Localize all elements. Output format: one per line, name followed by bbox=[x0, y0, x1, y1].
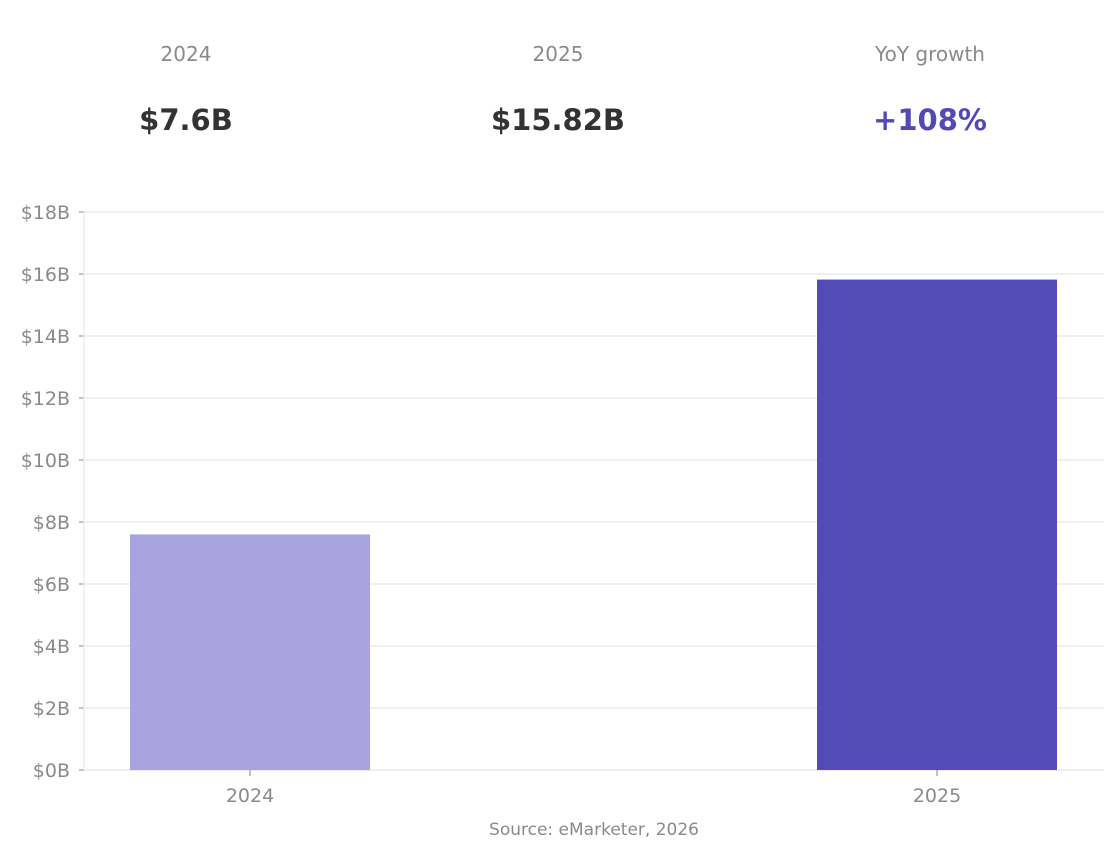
kpi-value: +108% bbox=[873, 103, 987, 137]
y-tick-label: $10B bbox=[21, 450, 70, 472]
kpi-yoy-growth: YoY growth +108% bbox=[780, 40, 1080, 138]
kpi-value: $15.82B bbox=[490, 103, 625, 137]
bar-layer bbox=[130, 279, 1057, 770]
source-note: Source: eMarketer, 2026 bbox=[489, 820, 699, 840]
y-tick-label: $16B bbox=[21, 264, 70, 286]
y-tick-label: $6B bbox=[33, 574, 70, 596]
bar-2025 bbox=[817, 279, 1057, 770]
kpi-2024: 2024 $7.6B bbox=[36, 40, 336, 138]
kpi-value: $7.6B bbox=[139, 103, 233, 137]
kpi-label: 2024 bbox=[160, 42, 212, 66]
kpi-label: YoY growth bbox=[875, 42, 985, 66]
x-tick-label: 2025 bbox=[913, 785, 961, 807]
y-tick-label: $8B bbox=[33, 512, 70, 534]
y-tick-label: $18B bbox=[21, 202, 70, 224]
x-tick-label: 2024 bbox=[226, 785, 274, 807]
y-tick-label: $2B bbox=[33, 698, 70, 720]
bar-2024 bbox=[130, 534, 370, 770]
y-tick-label: $0B bbox=[33, 760, 70, 782]
kpi-label: 2025 bbox=[532, 42, 584, 66]
y-tick-label: $14B bbox=[21, 326, 70, 348]
y-tick-label: $4B bbox=[33, 636, 70, 658]
y-tick-label: $12B bbox=[21, 388, 70, 410]
kpi-2025: 2025 $15.82B bbox=[408, 40, 708, 138]
